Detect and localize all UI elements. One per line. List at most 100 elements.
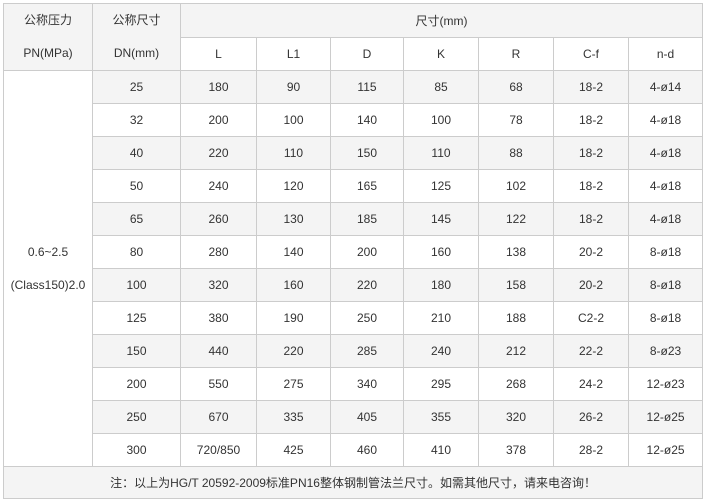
column-header: L bbox=[180, 36, 257, 71]
table-cell: 125 bbox=[403, 169, 479, 203]
table-cell: 320 bbox=[478, 400, 554, 434]
table-cell: 185 bbox=[330, 202, 404, 236]
table-cell: 125 bbox=[92, 301, 181, 335]
size-header: 尺寸(mm) bbox=[179, 3, 704, 38]
table-row: 250 670 335 405 355 320 26-2 12-ø25 bbox=[4, 400, 704, 434]
table-cell: 240 bbox=[403, 334, 479, 368]
table-cell: 145 bbox=[403, 202, 479, 236]
table-row: 80 280 140 200 160 138 20-2 8-ø18 bbox=[4, 235, 704, 269]
column-header: n-d bbox=[627, 36, 704, 71]
table-cell: 165 bbox=[330, 169, 404, 203]
table-cell: 4-ø18 bbox=[627, 169, 704, 203]
table-cell: 158 bbox=[478, 268, 554, 302]
table-cell: 110 bbox=[256, 136, 331, 170]
table-cell: 4-ø18 bbox=[627, 136, 704, 170]
table-cell: 8-ø18 bbox=[627, 235, 704, 269]
table-row: 40 220 110 150 110 88 18-2 4-ø18 bbox=[4, 136, 704, 170]
column-header: K bbox=[403, 36, 479, 71]
column-header: C-f bbox=[553, 36, 629, 71]
table-cell: 160 bbox=[403, 235, 479, 269]
table-cell: 140 bbox=[330, 103, 404, 137]
table-cell: 138 bbox=[478, 235, 554, 269]
table-cell: 285 bbox=[330, 334, 404, 368]
table-cell: 340 bbox=[330, 367, 404, 401]
table-row: 50 240 120 165 125 102 18-2 4-ø18 bbox=[4, 169, 704, 203]
flange-dimension-table: 公称压力 PN(MPa) 公称尺寸 DN(mm) 尺寸(mm) L L1 D K R C-f n-d … bbox=[2, 3, 704, 499]
table-cell: 12-ø25 bbox=[627, 400, 704, 434]
table-cell: 65 bbox=[92, 202, 181, 236]
table-cell: 130 bbox=[256, 202, 331, 236]
table-cell: 4-ø18 bbox=[627, 103, 704, 137]
column-header: L1 bbox=[256, 36, 331, 71]
table-cell: 102 bbox=[478, 169, 554, 203]
table-cell: 8-ø18 bbox=[627, 301, 704, 335]
table-cell: 200 bbox=[92, 367, 181, 401]
table-cell: 100 bbox=[403, 103, 479, 137]
table-row: 65 260 130 185 145 122 18-2 4-ø18 bbox=[4, 202, 704, 236]
table-cell: 550 bbox=[180, 367, 257, 401]
table-cell: 260 bbox=[180, 202, 257, 236]
table-cell: 115 bbox=[330, 70, 404, 104]
table-cell: 335 bbox=[256, 400, 331, 434]
table-row: 0.6~2.5 (Class150)2.0 25 180 90 115 85 68 18-2 4-… bbox=[3, 70, 704, 467]
table-cell: 140 bbox=[256, 235, 331, 269]
table-cell: 18-2 bbox=[553, 103, 629, 137]
table-cell: 220 bbox=[256, 334, 331, 368]
table-cell: 120 bbox=[256, 169, 331, 203]
table-cell: 380 bbox=[180, 301, 257, 335]
table-row: 32 200 100 140 100 78 18-2 4-ø18 bbox=[4, 103, 704, 137]
table-cell: 275 bbox=[256, 367, 331, 401]
table-cell: 110 bbox=[403, 136, 479, 170]
table-cell: 122 bbox=[478, 202, 554, 236]
table-cell: 100 bbox=[92, 268, 181, 302]
table-cell: 78 bbox=[478, 103, 554, 137]
table-cell: 90 bbox=[256, 70, 331, 104]
table-cell: C2-2 bbox=[553, 301, 629, 335]
table-cell: 4-ø18 bbox=[627, 202, 704, 236]
footnote: 注：以上为HG/T 20592-2009标准PN16整体钢制管法兰尺寸。如需其他… bbox=[2, 466, 704, 499]
table-cell: 18-2 bbox=[553, 202, 629, 236]
table-cell: 250 bbox=[92, 400, 181, 434]
table-cell: 220 bbox=[330, 268, 404, 302]
table-cell: 720/850 bbox=[180, 433, 257, 467]
column-header: D bbox=[330, 36, 404, 71]
table-cell: 24-2 bbox=[553, 367, 629, 401]
table-cell: 320 bbox=[180, 268, 257, 302]
column-header: R bbox=[478, 36, 554, 71]
table-cell: 20-2 bbox=[553, 268, 629, 302]
table-row: 200 550 275 340 295 268 24-2 12-ø23 bbox=[4, 367, 704, 401]
table-row: 300 720/850 425 460 410 378 28-2 12-ø25 bbox=[4, 433, 704, 467]
pressure-cell: 0.6~2.5 (Class150)2.0 bbox=[3, 70, 93, 467]
table-cell: 12-ø25 bbox=[627, 433, 704, 467]
table-row: 125 380 190 250 210 188 C2-2 8-ø18 bbox=[4, 301, 704, 335]
table-cell: 8-ø23 bbox=[627, 334, 704, 368]
table-cell: 80 bbox=[92, 235, 181, 269]
table-cell: 405 bbox=[330, 400, 404, 434]
table-cell: 440 bbox=[180, 334, 257, 368]
table-cell: 32 bbox=[92, 103, 181, 137]
table-cell: 210 bbox=[403, 301, 479, 335]
table-cell: 8-ø18 bbox=[627, 268, 704, 302]
table-cell: 18-2 bbox=[553, 136, 629, 170]
table-cell: 355 bbox=[403, 400, 479, 434]
table-cell: 12-ø23 bbox=[627, 367, 704, 401]
dn-header: 公称尺寸 DN(mm) bbox=[92, 3, 181, 71]
table-cell: 300 bbox=[92, 433, 181, 467]
table-cell: 4-ø14 bbox=[627, 70, 704, 104]
table-cell: 240 bbox=[180, 169, 257, 203]
table-cell: 188 bbox=[478, 301, 554, 335]
table-row: 100 320 160 220 180 158 20-2 8-ø18 bbox=[4, 268, 704, 302]
table-cell: 410 bbox=[403, 433, 479, 467]
table-cell: 378 bbox=[478, 433, 554, 467]
pn-header: 公称压力 PN(MPa) bbox=[3, 3, 93, 71]
table-cell: 88 bbox=[478, 136, 554, 170]
table-cell: 18-2 bbox=[553, 169, 629, 203]
table-cell: 26-2 bbox=[553, 400, 629, 434]
table-cell: 22-2 bbox=[553, 334, 629, 368]
table-cell: 25 bbox=[92, 70, 181, 104]
table-cell: 150 bbox=[330, 136, 404, 170]
table-cell: 425 bbox=[256, 433, 331, 467]
table-cell: 200 bbox=[330, 235, 404, 269]
table-cell: 268 bbox=[478, 367, 554, 401]
table-cell: 460 bbox=[330, 433, 404, 467]
